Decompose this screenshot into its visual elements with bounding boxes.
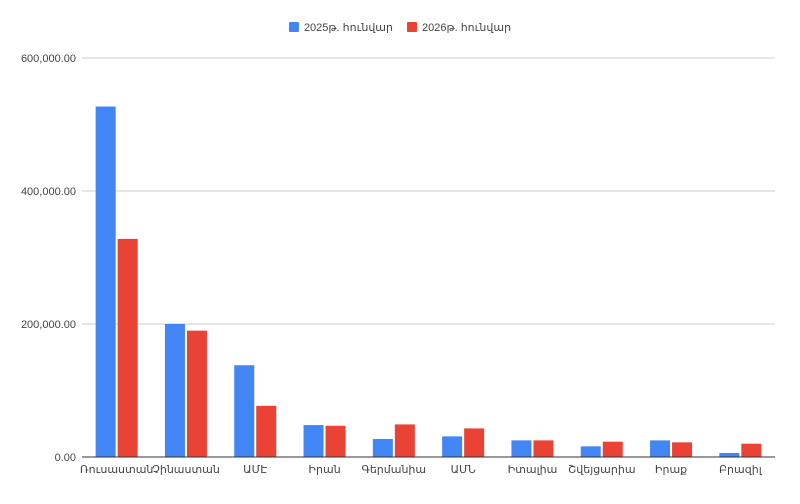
bar-series-2-6: [533, 440, 554, 457]
bar-series-1-5: [442, 436, 463, 457]
x-tick-label: Իրան: [308, 464, 340, 476]
x-tick-label: Չինաստան: [152, 464, 220, 476]
bar-series-2-1: [186, 330, 207, 457]
bar-series-2-8: [672, 442, 693, 457]
x-tick-label: Իրաք: [655, 464, 687, 476]
bar-series-1-9: [719, 453, 740, 457]
y-tick-label: 600,000.00: [21, 53, 76, 65]
bar-series-1-4: [372, 439, 393, 457]
legend-label: 2026թ. հունվար: [422, 22, 511, 34]
bar-series-2-7: [602, 441, 623, 457]
legend-swatch: [288, 22, 299, 32]
legend: 2025թ. հունվար 2026թ. հունվար: [288, 22, 511, 34]
bar-series-1-2: [234, 365, 255, 457]
bar-series-1-7: [580, 446, 601, 457]
x-tick-label: ԱՄՆ: [451, 464, 476, 476]
bar-series-1-0: [95, 106, 116, 458]
x-tick-label: Շվեյցարիա: [568, 464, 636, 476]
bars: [95, 106, 762, 458]
y-tick-label: 400,000.00: [21, 186, 76, 198]
x-tick-label: Ռուսաստան: [80, 464, 154, 476]
y-tick-label: 0.00: [55, 452, 76, 464]
y-axis-ticks: 0.00 200,000.00 400,000.00 600,000.00: [21, 53, 76, 464]
x-tick-label: ԱՄԷ: [243, 464, 267, 476]
y-tick-label: 200,000.00: [21, 319, 76, 331]
bar-series-2-4: [394, 424, 415, 457]
bar-series-1-1: [164, 324, 185, 457]
x-tick-label: Իտալիա: [508, 464, 558, 476]
bar-series-2-3: [325, 425, 346, 457]
bar-series-1-3: [303, 425, 324, 457]
legend-label: 2025թ. հունվար: [304, 22, 393, 34]
bar-series-2-2: [256, 405, 277, 457]
x-tick-label: Գերմանիա: [362, 464, 427, 476]
bar-series-1-8: [650, 440, 671, 457]
bar-series-2-5: [464, 428, 485, 457]
legend-item-1: 2025թ. հունվար: [288, 22, 393, 34]
gridlines: [82, 57, 775, 325]
bar-series-1-6: [511, 440, 532, 457]
bar-series-2-9: [741, 443, 762, 457]
legend-item-2: 2026թ. հունվար: [407, 22, 511, 34]
bar-series-2-0: [117, 238, 138, 457]
legend-swatch: [407, 22, 417, 32]
x-tick-label: Բրազիլ: [719, 464, 763, 476]
